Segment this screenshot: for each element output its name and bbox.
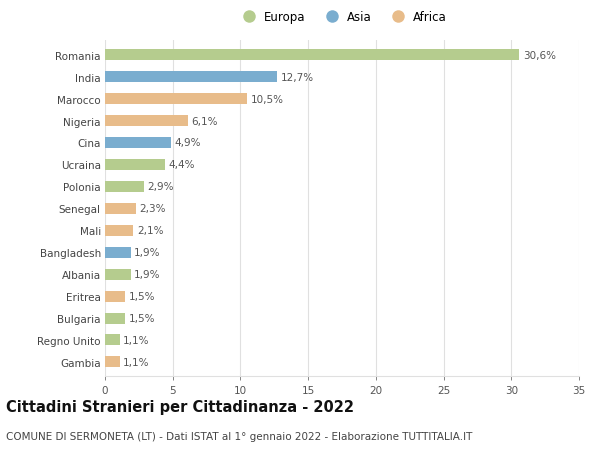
Text: 1,5%: 1,5% xyxy=(128,291,155,302)
Text: 10,5%: 10,5% xyxy=(251,95,284,104)
Text: 6,1%: 6,1% xyxy=(191,116,217,126)
Text: 1,1%: 1,1% xyxy=(123,335,150,345)
Bar xyxy=(105,225,133,236)
Text: 30,6%: 30,6% xyxy=(523,50,556,61)
Bar xyxy=(105,50,520,61)
Bar xyxy=(105,72,277,83)
Bar xyxy=(105,313,125,324)
Text: 4,9%: 4,9% xyxy=(175,138,201,148)
Text: 1,9%: 1,9% xyxy=(134,248,161,257)
Bar xyxy=(105,357,120,368)
Bar xyxy=(105,291,125,302)
Text: 2,3%: 2,3% xyxy=(140,204,166,214)
Bar xyxy=(105,116,188,127)
Bar xyxy=(105,203,136,214)
Text: 12,7%: 12,7% xyxy=(280,73,314,83)
Legend: Europa, Asia, Africa: Europa, Asia, Africa xyxy=(232,6,452,29)
Bar xyxy=(105,247,131,258)
Text: COMUNE DI SERMONETA (LT) - Dati ISTAT al 1° gennaio 2022 - Elaborazione TUTTITAL: COMUNE DI SERMONETA (LT) - Dati ISTAT al… xyxy=(6,431,472,442)
Text: 1,9%: 1,9% xyxy=(134,269,161,280)
Bar xyxy=(105,138,172,149)
Bar xyxy=(105,94,247,105)
Text: 4,4%: 4,4% xyxy=(168,160,194,170)
Text: 1,5%: 1,5% xyxy=(128,313,155,323)
Text: 1,1%: 1,1% xyxy=(123,357,150,367)
Text: 2,9%: 2,9% xyxy=(148,182,174,192)
Text: Cittadini Stranieri per Cittadinanza - 2022: Cittadini Stranieri per Cittadinanza - 2… xyxy=(6,399,354,414)
Bar xyxy=(105,181,144,192)
Bar xyxy=(105,160,164,171)
Bar xyxy=(105,335,120,346)
Bar xyxy=(105,269,131,280)
Text: 2,1%: 2,1% xyxy=(137,226,163,236)
